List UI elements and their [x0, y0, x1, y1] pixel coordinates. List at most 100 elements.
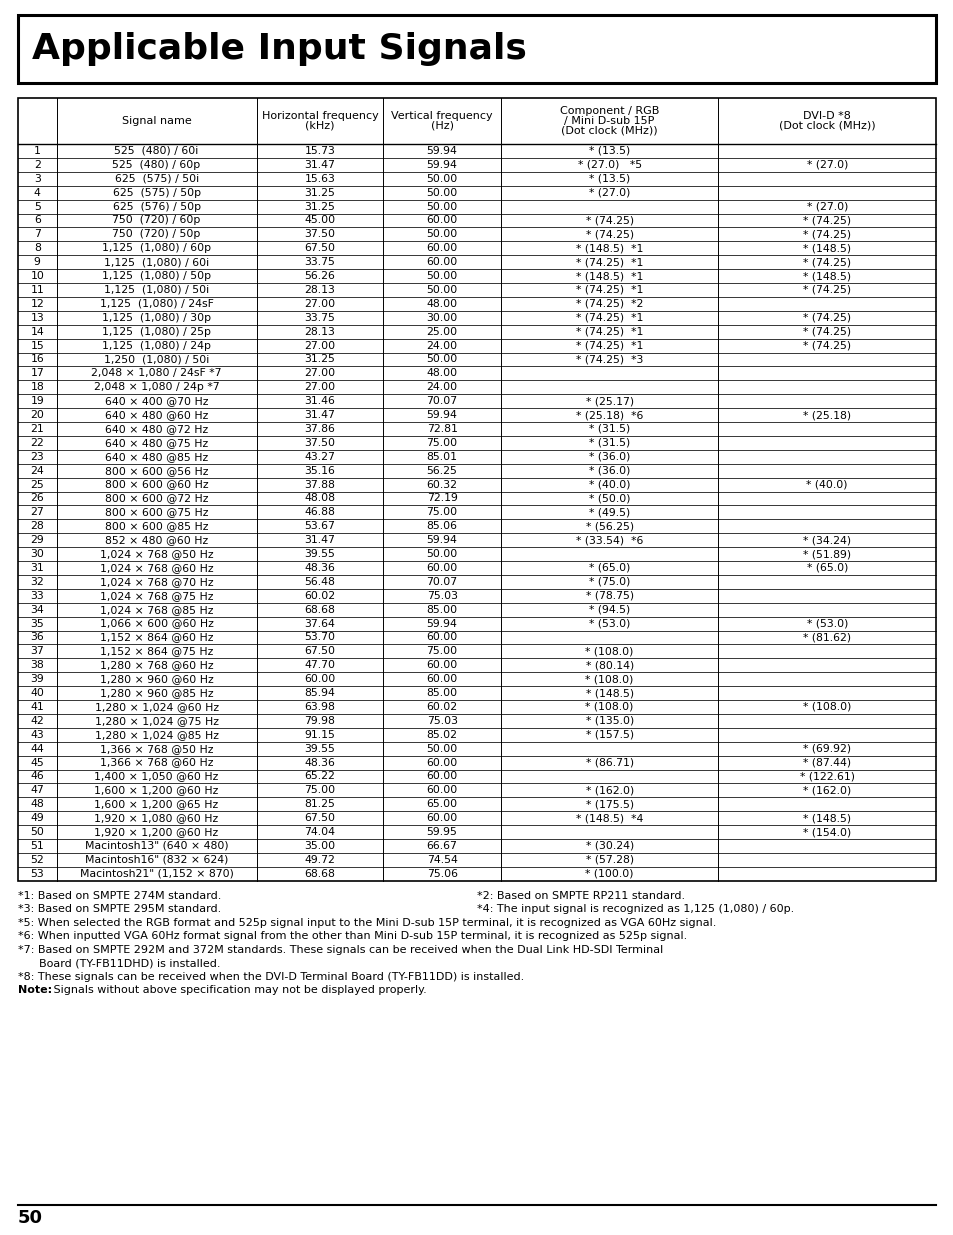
Text: 49.72: 49.72: [304, 855, 335, 864]
Text: 48.08: 48.08: [304, 494, 335, 504]
Text: 10: 10: [30, 270, 44, 282]
Text: 52: 52: [30, 855, 44, 864]
Text: *6: When inputted VGA 60Hz format signal from the other than Mini D-sub 15P term: *6: When inputted VGA 60Hz format signal…: [18, 931, 686, 941]
Text: 42: 42: [30, 716, 44, 726]
Text: 33: 33: [30, 590, 44, 600]
Text: Signals without above specification may not be displayed properly.: Signals without above specification may …: [50, 986, 426, 995]
Text: * (74.25): * (74.25): [802, 326, 850, 337]
Text: * (74.25): * (74.25): [802, 257, 850, 267]
Text: 60.00: 60.00: [426, 813, 457, 824]
Text: 18: 18: [30, 383, 44, 393]
Text: 50.00: 50.00: [426, 354, 457, 364]
Text: 59.95: 59.95: [426, 827, 457, 837]
Text: 81.25: 81.25: [304, 799, 335, 809]
Text: *3: Based on SMPTE 295M standard.: *3: Based on SMPTE 295M standard.: [18, 904, 221, 914]
Text: * (74.25): * (74.25): [802, 341, 850, 351]
Text: * (154.0): * (154.0): [802, 827, 850, 837]
Text: 47: 47: [30, 785, 44, 795]
Text: 1,125  (1,080) / 60p: 1,125 (1,080) / 60p: [102, 243, 211, 253]
Text: 31.47: 31.47: [304, 535, 335, 545]
Text: 60.00: 60.00: [426, 215, 457, 226]
Text: * (27.0): * (27.0): [588, 188, 630, 198]
Text: 640 × 480 @85 Hz: 640 × 480 @85 Hz: [105, 452, 208, 462]
Text: 75.00: 75.00: [426, 508, 457, 517]
Text: 60.00: 60.00: [426, 632, 457, 642]
Text: 750  (720) / 60p: 750 (720) / 60p: [112, 215, 200, 226]
Text: * (30.24): * (30.24): [585, 841, 633, 851]
Text: 47.70: 47.70: [304, 661, 335, 671]
Text: 33.75: 33.75: [304, 257, 335, 267]
Text: * (135.0): * (135.0): [585, 716, 633, 726]
Text: 60.00: 60.00: [426, 257, 457, 267]
Text: 625  (575) / 50i: 625 (575) / 50i: [114, 174, 198, 184]
Text: 29: 29: [30, 535, 44, 545]
Text: 50.00: 50.00: [426, 188, 457, 198]
Text: (Hz): (Hz): [430, 121, 453, 131]
Text: 35.00: 35.00: [304, 841, 335, 851]
Text: 59.94: 59.94: [426, 535, 457, 545]
Text: 31.47: 31.47: [304, 159, 335, 170]
Text: 45.00: 45.00: [304, 215, 335, 226]
Text: 41: 41: [30, 701, 44, 711]
Text: *4: The input signal is recognized as 1,125 (1,080) / 60p.: *4: The input signal is recognized as 1,…: [476, 904, 794, 914]
Text: * (74.25)  *1: * (74.25) *1: [576, 257, 642, 267]
Text: * (108.0): * (108.0): [585, 674, 633, 684]
Text: 640 × 480 @75 Hz: 640 × 480 @75 Hz: [105, 438, 208, 448]
Text: * (51.89): * (51.89): [802, 550, 850, 559]
Text: * (74.25)  *1: * (74.25) *1: [576, 326, 642, 337]
Text: * (33.54)  *6: * (33.54) *6: [576, 535, 642, 545]
Text: * (148.5)  *1: * (148.5) *1: [576, 270, 642, 282]
Text: * (87.44): * (87.44): [802, 757, 850, 767]
Text: 1,024 × 768 @85 Hz: 1,024 × 768 @85 Hz: [100, 605, 213, 615]
Text: 19: 19: [30, 396, 44, 406]
Text: * (122.61): * (122.61): [799, 772, 854, 782]
Text: 800 × 600 @56 Hz: 800 × 600 @56 Hz: [105, 466, 208, 475]
Text: * (75.0): * (75.0): [588, 577, 630, 587]
Text: 43.27: 43.27: [304, 452, 335, 462]
Text: 7: 7: [33, 230, 41, 240]
Text: 50.00: 50.00: [426, 201, 457, 211]
Bar: [18, 98, 935, 881]
Text: 28.13: 28.13: [304, 285, 335, 295]
Text: 25.00: 25.00: [426, 326, 457, 337]
Text: 1,280 × 768 @60 Hz: 1,280 × 768 @60 Hz: [100, 661, 213, 671]
Text: 37.86: 37.86: [304, 424, 335, 433]
Text: 39: 39: [30, 674, 44, 684]
Text: 53: 53: [30, 868, 44, 879]
Text: 1,024 × 768 @70 Hz: 1,024 × 768 @70 Hz: [100, 577, 213, 587]
Text: * (74.25)  *3: * (74.25) *3: [576, 354, 642, 364]
Text: 21: 21: [30, 424, 44, 433]
Text: 1,280 × 960 @85 Hz: 1,280 × 960 @85 Hz: [100, 688, 213, 698]
Text: 32: 32: [30, 577, 44, 587]
Text: * (27.0): * (27.0): [805, 201, 847, 211]
Text: 72.81: 72.81: [426, 424, 457, 433]
Text: 39.55: 39.55: [304, 743, 335, 753]
Text: 85.02: 85.02: [426, 730, 457, 740]
Text: 1,125  (1,080) / 50i: 1,125 (1,080) / 50i: [104, 285, 209, 295]
Text: 1: 1: [33, 146, 41, 156]
Text: 525  (480) / 60p: 525 (480) / 60p: [112, 159, 200, 170]
Text: * (27.0)   *5: * (27.0) *5: [577, 159, 641, 170]
Text: 85.06: 85.06: [426, 521, 457, 531]
Text: 50: 50: [18, 1209, 43, 1228]
Text: * (65.0): * (65.0): [588, 563, 630, 573]
Text: 59.94: 59.94: [426, 619, 457, 629]
Text: *7: Based on SMPTE 292M and 372M standards. These signals can be received when t: *7: Based on SMPTE 292M and 372M standar…: [18, 945, 662, 955]
Text: 1,024 × 768 @60 Hz: 1,024 × 768 @60 Hz: [100, 563, 213, 573]
Text: Board (TY-FB11DHD) is installed.: Board (TY-FB11DHD) is installed.: [18, 958, 220, 968]
Text: * (108.0): * (108.0): [585, 701, 633, 711]
Text: Macintosh13" (640 × 480): Macintosh13" (640 × 480): [85, 841, 228, 851]
Text: * (148.5): * (148.5): [585, 688, 633, 698]
Text: 50: 50: [30, 827, 44, 837]
Text: 15.73: 15.73: [304, 146, 335, 156]
Text: 30.00: 30.00: [426, 312, 457, 322]
Text: * (50.0): * (50.0): [588, 494, 630, 504]
Text: 2,048 × 1,080 / 24p *7: 2,048 × 1,080 / 24p *7: [93, 383, 219, 393]
Text: 1,920 × 1,080 @60 Hz: 1,920 × 1,080 @60 Hz: [94, 813, 218, 824]
Text: 53.70: 53.70: [304, 632, 335, 642]
Text: * (74.25)  *1: * (74.25) *1: [576, 341, 642, 351]
Text: 39.55: 39.55: [304, 550, 335, 559]
Text: 31.25: 31.25: [304, 188, 335, 198]
Text: 60.00: 60.00: [304, 674, 335, 684]
Text: * (74.25): * (74.25): [802, 230, 850, 240]
